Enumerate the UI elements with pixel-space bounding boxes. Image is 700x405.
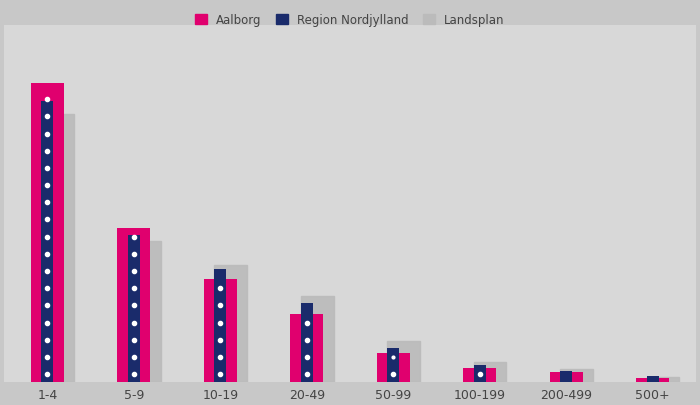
- Bar: [387, 341, 420, 382]
- Bar: [377, 354, 410, 382]
- Bar: [290, 314, 323, 382]
- Bar: [550, 372, 582, 382]
- Bar: [204, 279, 237, 382]
- Bar: [560, 371, 572, 382]
- Bar: [474, 365, 486, 382]
- Bar: [387, 348, 399, 382]
- Bar: [636, 378, 669, 382]
- Bar: [214, 269, 226, 382]
- Bar: [41, 101, 53, 382]
- Bar: [118, 228, 150, 382]
- Bar: [463, 368, 496, 382]
- Bar: [41, 115, 74, 382]
- Bar: [31, 84, 64, 382]
- Bar: [560, 369, 593, 382]
- Bar: [214, 266, 247, 382]
- Bar: [128, 235, 140, 382]
- Bar: [647, 377, 680, 382]
- Bar: [301, 297, 334, 382]
- Bar: [128, 242, 161, 382]
- Legend: Aalborg, Region Nordjylland, Landsplan: Aalborg, Region Nordjylland, Landsplan: [195, 14, 505, 27]
- Bar: [474, 362, 507, 382]
- Bar: [647, 376, 659, 382]
- Bar: [301, 303, 313, 382]
